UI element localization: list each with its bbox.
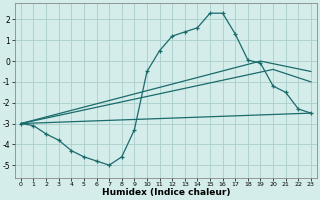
- X-axis label: Humidex (Indice chaleur): Humidex (Indice chaleur): [102, 188, 230, 197]
